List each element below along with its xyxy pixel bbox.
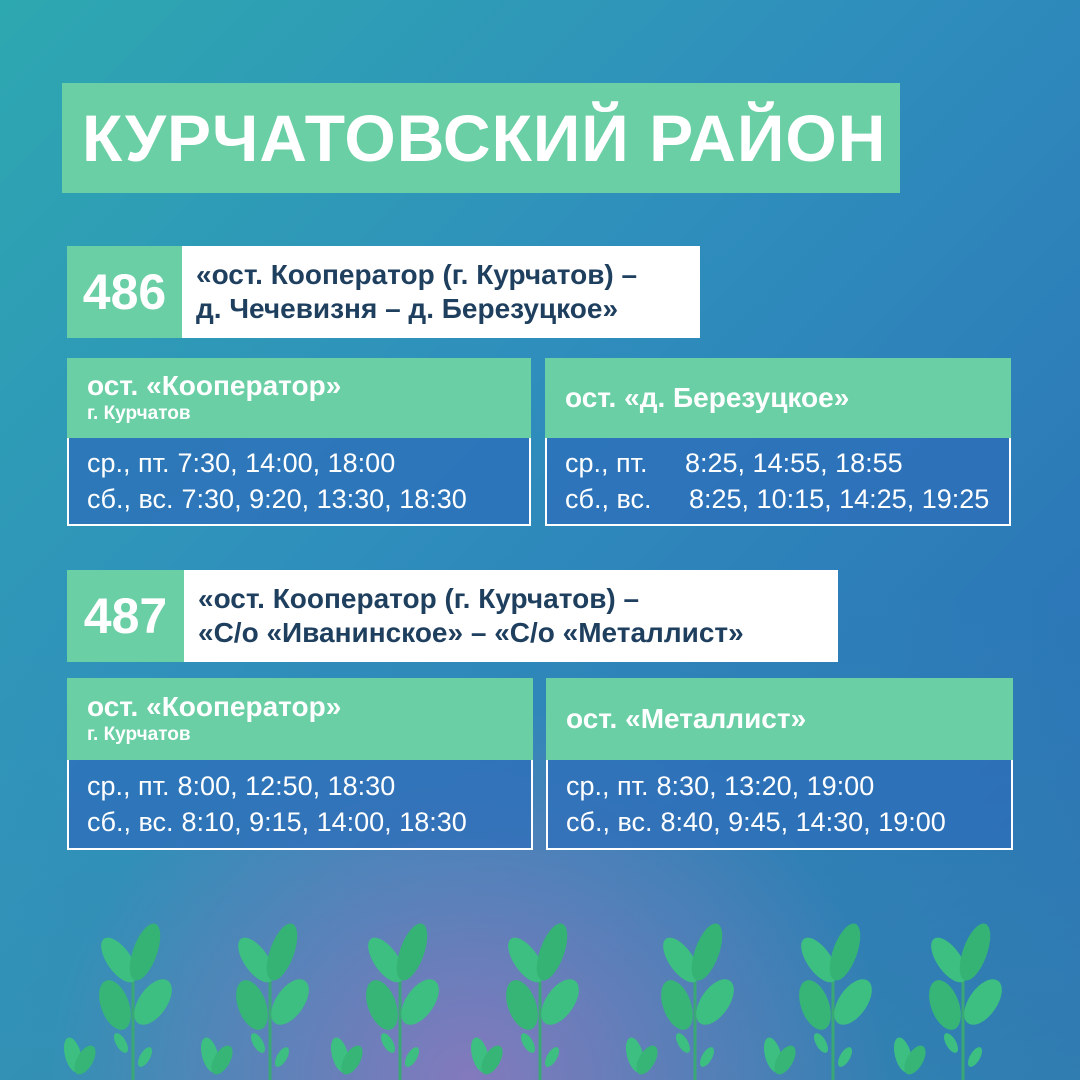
stop-name: ост. «д. Березуцкое»: [565, 382, 850, 413]
plant-icon: [763, 923, 872, 1080]
stop-header: ост. «Металлист»: [546, 678, 1013, 760]
stop-header: ост. «Кооператор» г. Курчатов: [67, 678, 533, 760]
plant-icon: [625, 923, 734, 1080]
schedule: ср., пт. 7:30, 14:00, 18:00 сб., вс. 7:30,…: [67, 438, 531, 526]
times: 8:00, 12:50, 18:30: [177, 771, 396, 801]
times: 7:30, 14:00, 18:00: [177, 448, 396, 478]
days: сб., вс.: [87, 484, 174, 514]
plant-icon: [893, 923, 1002, 1080]
days: сб., вс.: [565, 484, 652, 514]
times: 8:10, 9:15, 14:00, 18:30: [181, 807, 467, 837]
plant-icon: [330, 923, 439, 1080]
schedule-row: сб., вс. 7:30, 9:20, 13:30, 18:30: [87, 481, 511, 517]
stop-header: ост. «Кооператор» г. Курчатов: [67, 358, 531, 438]
days: ср., пт.: [87, 771, 170, 801]
route-description: «ост. Кооператор (г. Курчатов) – «С/о «И…: [184, 570, 838, 662]
times: 8:30, 13:20, 19:00: [656, 771, 875, 801]
plants-decoration: [63, 923, 1002, 1080]
plant-icon: [63, 923, 172, 1080]
schedule-row: сб., вс. 8:25, 10:15, 14:25, 19:25: [565, 481, 991, 517]
route-line: «ост. Кооператор (г. Курчатов) –: [198, 583, 640, 614]
route-line: д. Чечевизня – д. Березуцкое»: [196, 293, 619, 324]
page-title: КУРЧАТОВСКИЙ РАЙОН: [62, 83, 900, 193]
schedule-row: ср., пт. 8:00, 12:50, 18:30: [87, 768, 513, 804]
route-line: «ост. Кооператор (г. Курчатов) –: [196, 259, 638, 290]
plant-icon: [200, 923, 309, 1080]
route-number: 487: [67, 570, 184, 662]
stop-header: ост. «д. Березуцкое»: [545, 358, 1011, 438]
times: 7:30, 9:20, 13:30, 18:30: [181, 484, 467, 514]
schedule-row: ср., пт. 8:25, 14:55, 18:55: [565, 445, 991, 481]
days: ср., пт.: [87, 448, 170, 478]
days: сб., вс.: [566, 807, 653, 837]
schedule: ср., пт. 8:00, 12:50, 18:30 сб., вс. 8:10,…: [67, 760, 533, 850]
times: 8:25, 14:55, 18:55: [685, 448, 903, 478]
schedule: ср., пт. 8:30, 13:20, 19:00 сб., вс. 8:40,…: [546, 760, 1013, 850]
stop-city: г. Курчатов: [87, 403, 191, 424]
stop-name: ост. «Кооператор»: [87, 370, 342, 401]
schedule-row: сб., вс. 8:10, 9:15, 14:00, 18:30: [87, 804, 513, 840]
schedule: ср., пт. 8:25, 14:55, 18:55 сб., вс. 8:25,…: [545, 438, 1011, 526]
route-number: 486: [67, 246, 182, 338]
schedule-row: ср., пт. 8:30, 13:20, 19:00: [566, 768, 993, 804]
route-line: «С/о «Иванинское» – «С/о «Металлист»: [198, 617, 744, 648]
days: ср., пт.: [566, 771, 649, 801]
times: 8:25, 10:15, 14:25, 19:25: [689, 484, 990, 514]
schedule-row: ср., пт. 7:30, 14:00, 18:00: [87, 445, 511, 481]
days: ср., пт.: [565, 448, 648, 478]
schedule-row: сб., вс. 8:40, 9:45, 14:30, 19:00: [566, 804, 993, 840]
stop-city: г. Курчатов: [87, 724, 191, 745]
stop-name: ост. «Кооператор»: [87, 691, 342, 722]
days: сб., вс.: [87, 807, 174, 837]
route-description: «ост. Кооператор (г. Курчатов) – д. Чече…: [182, 246, 700, 338]
times: 8:40, 9:45, 14:30, 19:00: [660, 807, 946, 837]
stop-name: ост. «Металлист»: [566, 703, 807, 734]
plant-icon: [470, 923, 579, 1080]
